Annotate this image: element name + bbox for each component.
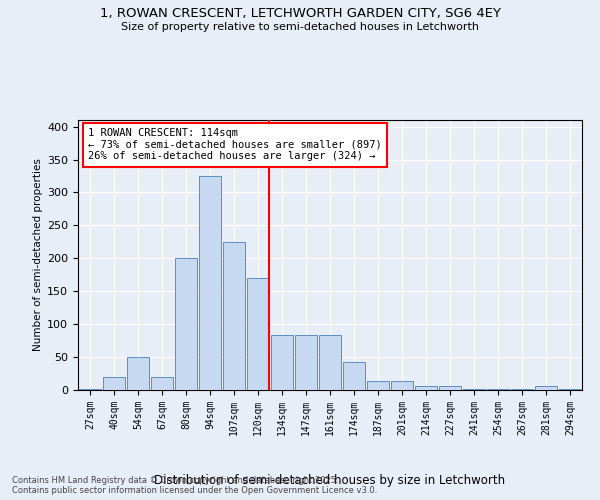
Bar (79, 388, 101, 390)
Bar (295, 336, 317, 390)
Bar (223, 242, 245, 390)
Text: 1, ROWAN CRESCENT, LETCHWORTH GARDEN CITY, SG6 4EY: 1, ROWAN CRESCENT, LETCHWORTH GARDEN CIT… (100, 8, 500, 20)
Bar (103, 377, 125, 390)
Bar (199, 176, 221, 390)
X-axis label: Distribution of semi-detached houses by size in Letchworth: Distribution of semi-detached houses by … (154, 474, 506, 487)
Y-axis label: Number of semi-detached properties: Number of semi-detached properties (33, 158, 43, 352)
Text: Contains HM Land Registry data © Crown copyright and database right 2025.
Contai: Contains HM Land Registry data © Crown c… (12, 476, 377, 495)
Bar (391, 381, 413, 390)
Bar (151, 377, 173, 390)
Bar (175, 258, 197, 390)
Bar (343, 362, 365, 390)
Bar (127, 357, 149, 390)
Bar (367, 381, 389, 390)
Bar (271, 336, 293, 390)
Bar (247, 278, 269, 390)
Text: 1 ROWAN CRESCENT: 114sqm
← 73% of semi-detached houses are smaller (897)
26% of : 1 ROWAN CRESCENT: 114sqm ← 73% of semi-d… (88, 128, 382, 162)
Bar (439, 386, 461, 390)
Bar (535, 386, 557, 390)
Bar (319, 336, 341, 390)
Text: Size of property relative to semi-detached houses in Letchworth: Size of property relative to semi-detach… (121, 22, 479, 32)
Bar (415, 386, 437, 390)
